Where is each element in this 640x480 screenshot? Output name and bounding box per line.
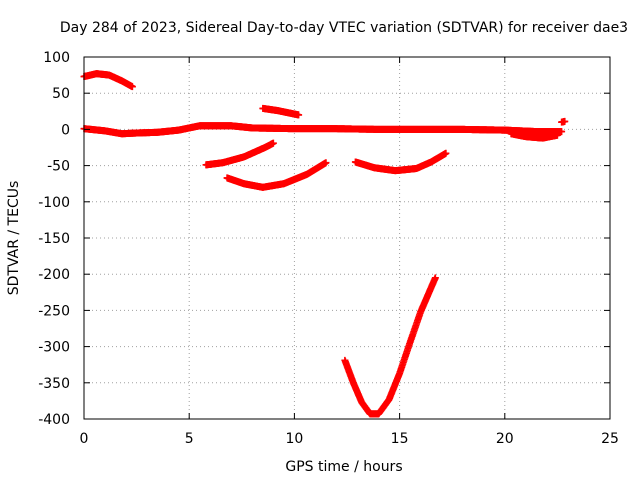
x-axis-label: GPS time / hours xyxy=(285,459,402,475)
y-tick-label: 100 xyxy=(43,50,70,66)
data-point xyxy=(322,159,330,167)
y-tick-label: -100 xyxy=(38,195,70,211)
data-track xyxy=(223,159,330,191)
data-point xyxy=(442,149,450,157)
y-tick-label: -300 xyxy=(38,340,70,356)
x-tick-label: 15 xyxy=(391,431,409,447)
chart-title: Day 284 of 2023, Sidereal Day-to-day VTE… xyxy=(60,20,628,36)
data-track xyxy=(507,130,561,142)
data-point xyxy=(558,128,566,136)
data-track xyxy=(259,104,303,119)
y-tick-label: 50 xyxy=(52,86,70,102)
axis-ticks: 0 5 10 15 20 25 100 50 0 -50 -100 -150 -200 -250 -300 -… xyxy=(38,50,619,447)
y-axis-label: SDTVAR / TECUs xyxy=(6,181,22,296)
x-tick-label: 10 xyxy=(285,431,303,447)
data-point xyxy=(553,131,561,139)
data-track xyxy=(202,139,277,169)
x-tick-label: 20 xyxy=(496,431,514,447)
data-point xyxy=(128,83,136,91)
data-point xyxy=(269,139,277,147)
x-tick-label: 25 xyxy=(601,431,619,447)
x-tick-label: 0 xyxy=(80,431,89,447)
data-track xyxy=(341,274,439,418)
y-tick-label: -150 xyxy=(38,231,70,247)
x-tick-label: 5 xyxy=(185,431,194,447)
y-tick-label: -350 xyxy=(38,376,70,392)
data-track xyxy=(80,122,566,138)
data-points xyxy=(80,70,569,418)
y-tick-label: -250 xyxy=(38,303,70,319)
data-point xyxy=(431,274,439,282)
data-track xyxy=(558,117,569,126)
y-tick-label: -50 xyxy=(47,159,70,175)
y-tick-label: -200 xyxy=(38,267,70,283)
y-tick-label: -400 xyxy=(38,412,70,428)
data-track xyxy=(351,149,450,175)
y-tick-label: 0 xyxy=(61,122,70,138)
data-track xyxy=(80,70,136,91)
data-point xyxy=(295,111,303,119)
data-point xyxy=(561,117,569,125)
